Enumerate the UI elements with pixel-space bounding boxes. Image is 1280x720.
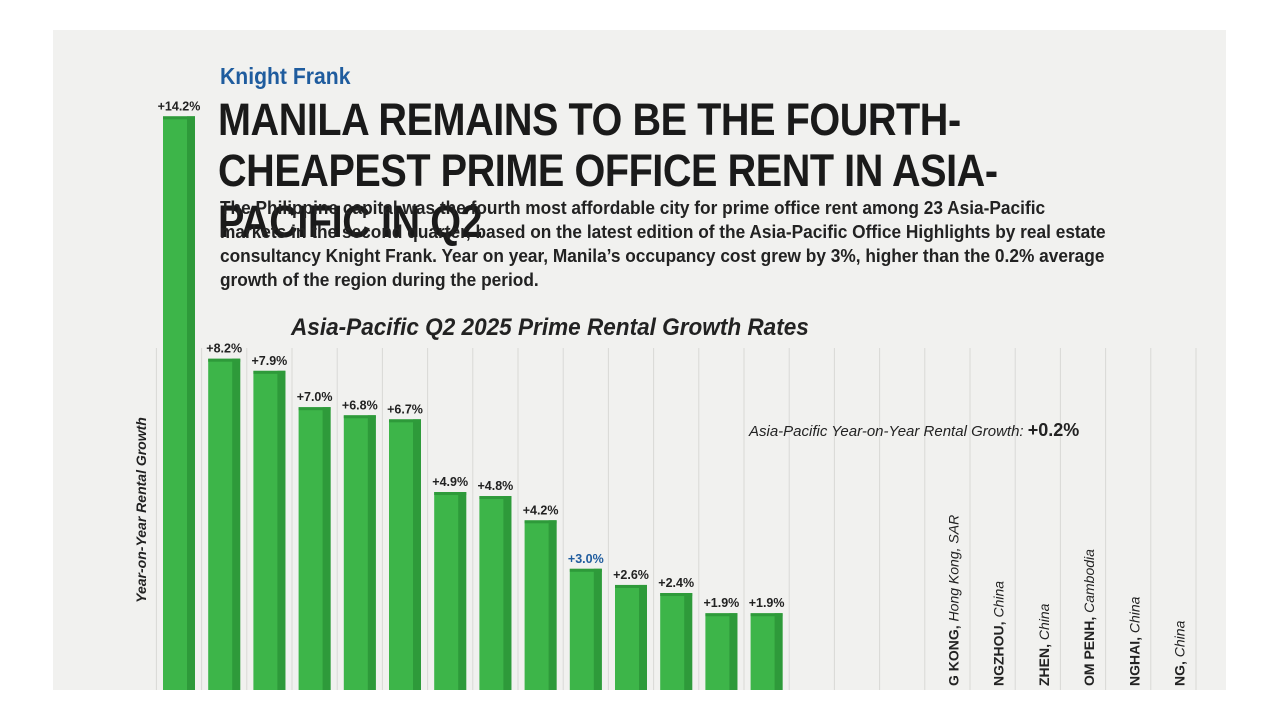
value-label: +8.2% — [206, 342, 242, 356]
bar-7 — [434, 492, 467, 690]
value-label: +2.6% — [613, 568, 649, 582]
category-city: NGZHOU, — [991, 618, 1007, 686]
value-label: +4.2% — [523, 503, 559, 517]
bar-9 — [524, 520, 557, 690]
value-label: +4.9% — [432, 475, 468, 489]
bar-13 — [705, 613, 738, 690]
regional-average-value: +0.2% — [1027, 420, 1080, 440]
bar-cap — [163, 116, 195, 120]
y-axis-label: Year-on-Year Rental Growth — [133, 417, 149, 603]
category-country: China — [1126, 596, 1142, 633]
bar-2 — [208, 358, 241, 690]
value-label: +7.9% — [252, 354, 288, 368]
bar-side — [458, 492, 467, 690]
category-city: NGHAI, — [1126, 633, 1142, 686]
bar-side — [684, 593, 693, 690]
chart-title: Asia-Pacific Q2 2025 Prime Rental Growth… — [291, 314, 809, 341]
value-label: +6.7% — [387, 402, 423, 416]
bar-side — [277, 370, 286, 690]
headline: MANILA REMAINS TO BE THE FOURTH-CHEAPEST… — [218, 94, 998, 247]
category-country: China — [1036, 603, 1052, 640]
bar-cap — [615, 584, 647, 588]
bar-side — [548, 520, 557, 690]
bar-cap — [343, 415, 376, 419]
regional-average-note: Asia-Pacific Year-on-Year Rental Growth:… — [749, 420, 1079, 441]
category-city: NG, — [1172, 657, 1188, 686]
bar-side — [413, 419, 421, 690]
category-label: NGZHOU, China — [991, 581, 1007, 686]
category-country: Hong Kong, SAR — [946, 515, 962, 622]
value-label: +14.2% — [158, 99, 201, 113]
bar-14 — [750, 613, 783, 690]
bar-side — [729, 613, 738, 690]
category-country: Cambodia — [1081, 549, 1097, 613]
bar-8 — [479, 496, 512, 690]
bar-side — [232, 358, 241, 690]
bar-cap — [253, 370, 286, 374]
bar-side — [322, 407, 331, 690]
category-label: NG, China — [1172, 620, 1188, 686]
bar-cap — [705, 613, 738, 617]
value-label: +7.0% — [297, 390, 333, 404]
bar-cap — [569, 568, 602, 572]
category-city: G KONG, — [946, 621, 962, 686]
bars — [163, 116, 783, 690]
bar-4 — [298, 407, 331, 690]
value-label: +1.9% — [749, 596, 785, 610]
bar-side — [593, 568, 602, 690]
bar-side — [503, 496, 512, 690]
category-country: China — [991, 581, 1007, 618]
category-label: G KONG, Hong Kong, SAR — [946, 515, 962, 686]
infographic-panel: +14.2% +8.2% +7.9% +7.0% +6.8% +6.7% +4.9% +4.8… — [53, 30, 1226, 690]
brand-name: Knight Frank — [220, 63, 351, 89]
value-label: +3.0% — [568, 552, 604, 566]
bar-12 — [660, 593, 693, 690]
bar-3 — [253, 370, 286, 690]
bar-5 — [343, 415, 376, 690]
bar-cap — [750, 613, 783, 617]
value-label: +6.8% — [342, 398, 378, 412]
bar-6 — [389, 419, 421, 690]
value-label: +4.8% — [478, 479, 514, 493]
bar-side — [774, 613, 783, 690]
gridlines — [155, 348, 1197, 690]
category-label: OM PENH, Cambodia — [1081, 549, 1097, 686]
bar-10 — [569, 568, 602, 690]
category-label: NGHAI, China — [1126, 596, 1142, 686]
category-label: ZHEN, China — [1036, 603, 1052, 686]
bar-cap — [298, 407, 331, 411]
bar-cap — [389, 419, 421, 423]
category-country: China — [1172, 620, 1188, 657]
value-label: +2.4% — [658, 576, 694, 590]
value-label: +1.9% — [704, 596, 740, 610]
bar-chart: +14.2% +8.2% +7.9% +7.0% +6.8% +6.7% +4.9% +4.8… — [133, 99, 1197, 690]
category-city: OM PENH, — [1081, 613, 1097, 686]
bar-cap — [208, 358, 241, 362]
bar-side — [367, 415, 376, 690]
value-labels: +14.2% +8.2% +7.9% +7.0% +6.8% +6.7% +4.9% +4.8… — [158, 99, 785, 610]
bar-side — [187, 116, 195, 690]
bar-cap — [434, 492, 467, 496]
bar-1 — [163, 116, 195, 690]
bar-cap — [660, 593, 693, 597]
category-city: ZHEN, — [1036, 640, 1052, 686]
intro-paragraph: The Philippine capital was the fourth mo… — [220, 198, 1106, 290]
bar-11 — [615, 584, 647, 690]
regional-average-label: Asia-Pacific Year-on-Year Rental Growth: — [749, 423, 1024, 440]
bar-cap — [524, 520, 557, 524]
bar-cap — [479, 496, 512, 500]
bar-side — [639, 584, 647, 690]
